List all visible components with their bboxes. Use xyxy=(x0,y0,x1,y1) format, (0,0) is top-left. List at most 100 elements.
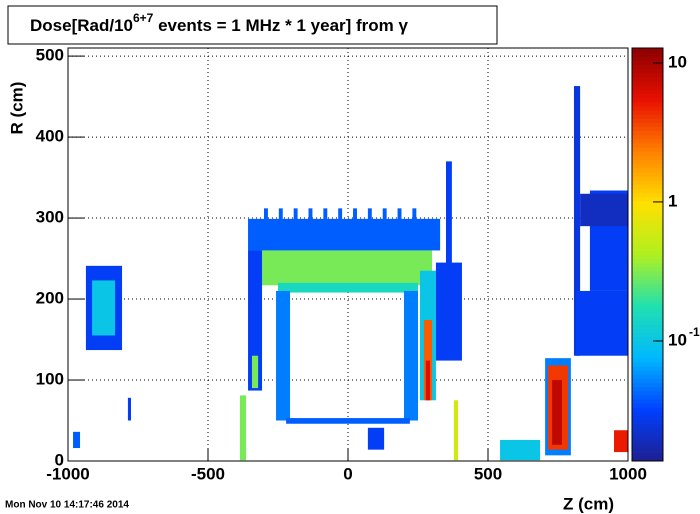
heatmap-cell xyxy=(248,250,263,391)
color-bar-step xyxy=(632,163,663,169)
color-bar-step xyxy=(632,233,663,239)
heatmap-cell xyxy=(308,208,313,220)
title-sup: 6+7 xyxy=(133,11,154,25)
heatmap-cell xyxy=(338,208,343,220)
color-bar-step xyxy=(632,122,663,127)
y-tick-label: 100 xyxy=(36,370,64,389)
color-bar-step xyxy=(632,130,663,136)
z-tick-exponent: -1 xyxy=(689,325,700,339)
heatmap-cell xyxy=(500,439,541,461)
color-bar-step xyxy=(632,407,663,412)
heatmap-cell xyxy=(92,280,116,336)
heatmap-cell xyxy=(575,290,628,356)
x-tick-label: 500 xyxy=(474,464,502,483)
color-bar-step xyxy=(632,225,663,231)
heatmap-cell xyxy=(251,355,259,389)
z-tick-label: 1 xyxy=(668,191,677,210)
color-bar-step xyxy=(632,250,663,255)
color-bar-step xyxy=(632,328,663,334)
color-bar-step xyxy=(632,204,663,210)
color-bar-step xyxy=(632,200,663,206)
color-bar-frame xyxy=(631,47,664,462)
color-bar-step xyxy=(632,192,663,198)
color-bar-step xyxy=(632,299,663,305)
color-bar-step xyxy=(632,403,663,408)
color-bar-step xyxy=(632,213,663,218)
color-bar-step xyxy=(632,279,663,284)
color-bar-step xyxy=(632,357,663,363)
color-bar-step xyxy=(632,171,663,177)
color-bar-step xyxy=(632,93,663,99)
color-bar-step xyxy=(632,316,663,322)
color-bar-step xyxy=(632,308,663,313)
heatmap-cell xyxy=(127,397,131,421)
color-bar-step xyxy=(632,271,663,276)
y-axis-label: R (cm) xyxy=(7,82,26,135)
z-tick-label: 10 xyxy=(668,330,687,349)
color-bar-step xyxy=(632,448,663,454)
heatmap-cell xyxy=(293,208,298,220)
color-bar-step xyxy=(632,52,663,57)
color-bar-step xyxy=(632,188,663,194)
heatmap-cell xyxy=(367,208,372,220)
color-bar-step xyxy=(632,258,663,264)
heatmap-cell xyxy=(239,395,247,461)
color-bar-step xyxy=(632,415,663,421)
color-bar-step xyxy=(632,320,663,326)
y-tick-label: 300 xyxy=(36,208,64,227)
color-bar-step xyxy=(632,151,663,156)
x-tick-label: 0 xyxy=(343,464,352,483)
color-bar-step xyxy=(632,452,663,458)
color-bar-step xyxy=(632,390,663,396)
color-bar-step xyxy=(632,427,663,433)
color-bar-step xyxy=(632,419,663,425)
y-tick-label: 200 xyxy=(36,289,64,308)
color-bar-step xyxy=(632,126,663,132)
color-bar-step xyxy=(632,411,663,417)
color-bar-step xyxy=(632,159,663,165)
color-bar-step xyxy=(632,142,663,148)
color-bar-step xyxy=(632,118,663,123)
color-bar-step xyxy=(632,366,663,371)
color-bar-step xyxy=(632,378,663,384)
color-bar-step xyxy=(632,60,663,66)
color-bar-step xyxy=(632,291,663,297)
color-bar-step xyxy=(632,337,663,342)
color-bar-step xyxy=(632,312,663,317)
color-bar-step xyxy=(632,76,663,82)
color-bar-step xyxy=(632,180,663,185)
color-bar-step xyxy=(632,196,663,202)
color-bar-step xyxy=(632,353,663,359)
heatmap-cell xyxy=(278,282,418,293)
color-bar-step xyxy=(632,283,663,289)
color-bar-step xyxy=(632,432,663,437)
color-bar-step xyxy=(632,155,663,161)
heatmap-cell xyxy=(286,418,410,424)
heatmap-cell xyxy=(573,86,581,356)
color-bar-step xyxy=(632,341,663,346)
heatmap-cell xyxy=(552,380,562,445)
heatmap-cell xyxy=(73,431,81,449)
color-bar-step xyxy=(632,237,663,243)
color-bar-step xyxy=(632,436,663,441)
color-bar-step xyxy=(632,48,663,53)
color-bar-step xyxy=(632,423,663,429)
color-bar-step xyxy=(632,109,663,115)
color-bar-step xyxy=(632,332,663,338)
color-bar-step xyxy=(632,217,663,222)
color-bar-step xyxy=(632,68,663,74)
heatmap-cell xyxy=(446,161,452,291)
color-bar-step xyxy=(632,382,663,388)
x-tick-label: 1000 xyxy=(609,464,647,483)
title-box xyxy=(7,5,498,45)
color-bar-step xyxy=(632,304,663,309)
color-bar-step xyxy=(632,345,663,350)
color-bar-step xyxy=(632,394,663,400)
heatmap-cell xyxy=(323,208,328,220)
heatmap-cell xyxy=(614,430,628,453)
y-tick-label: 0 xyxy=(55,450,64,469)
color-bar-step xyxy=(632,81,663,86)
color-bar-step xyxy=(632,72,663,78)
z-tick-label: 10 xyxy=(668,52,687,71)
